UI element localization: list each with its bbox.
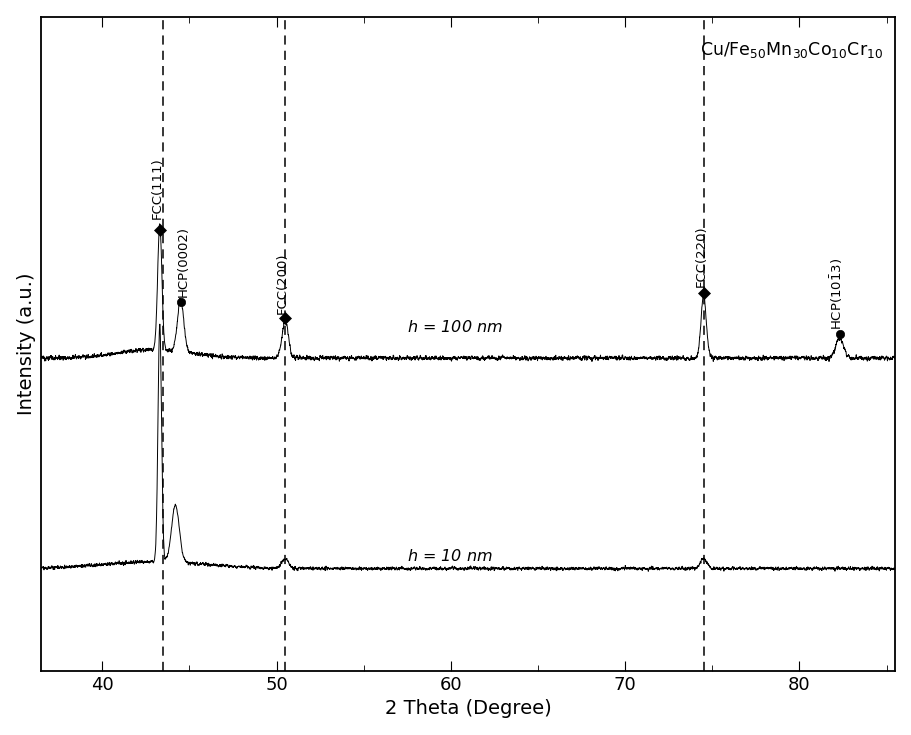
Y-axis label: Intensity (a.u.): Intensity (a.u.) bbox=[16, 273, 36, 415]
Text: Cu/Fe$_{50}$Mn$_{30}$Co$_{10}$Cr$_{10}$: Cu/Fe$_{50}$Mn$_{30}$Co$_{10}$Cr$_{10}$ bbox=[699, 40, 882, 60]
Text: FCC(200): FCC(200) bbox=[276, 252, 289, 314]
Text: $h$ = 100 nm: $h$ = 100 nm bbox=[407, 319, 503, 334]
Text: FCC(111): FCC(111) bbox=[150, 157, 163, 218]
Text: FCC(220): FCC(220) bbox=[693, 225, 707, 287]
Text: HCP(10$\bar{1}$3): HCP(10$\bar{1}$3) bbox=[828, 257, 844, 329]
X-axis label: 2 Theta (Degree): 2 Theta (Degree) bbox=[384, 699, 551, 718]
Text: HCP(0002): HCP(0002) bbox=[177, 226, 189, 296]
Text: $h$ = 10 nm: $h$ = 10 nm bbox=[407, 548, 493, 564]
